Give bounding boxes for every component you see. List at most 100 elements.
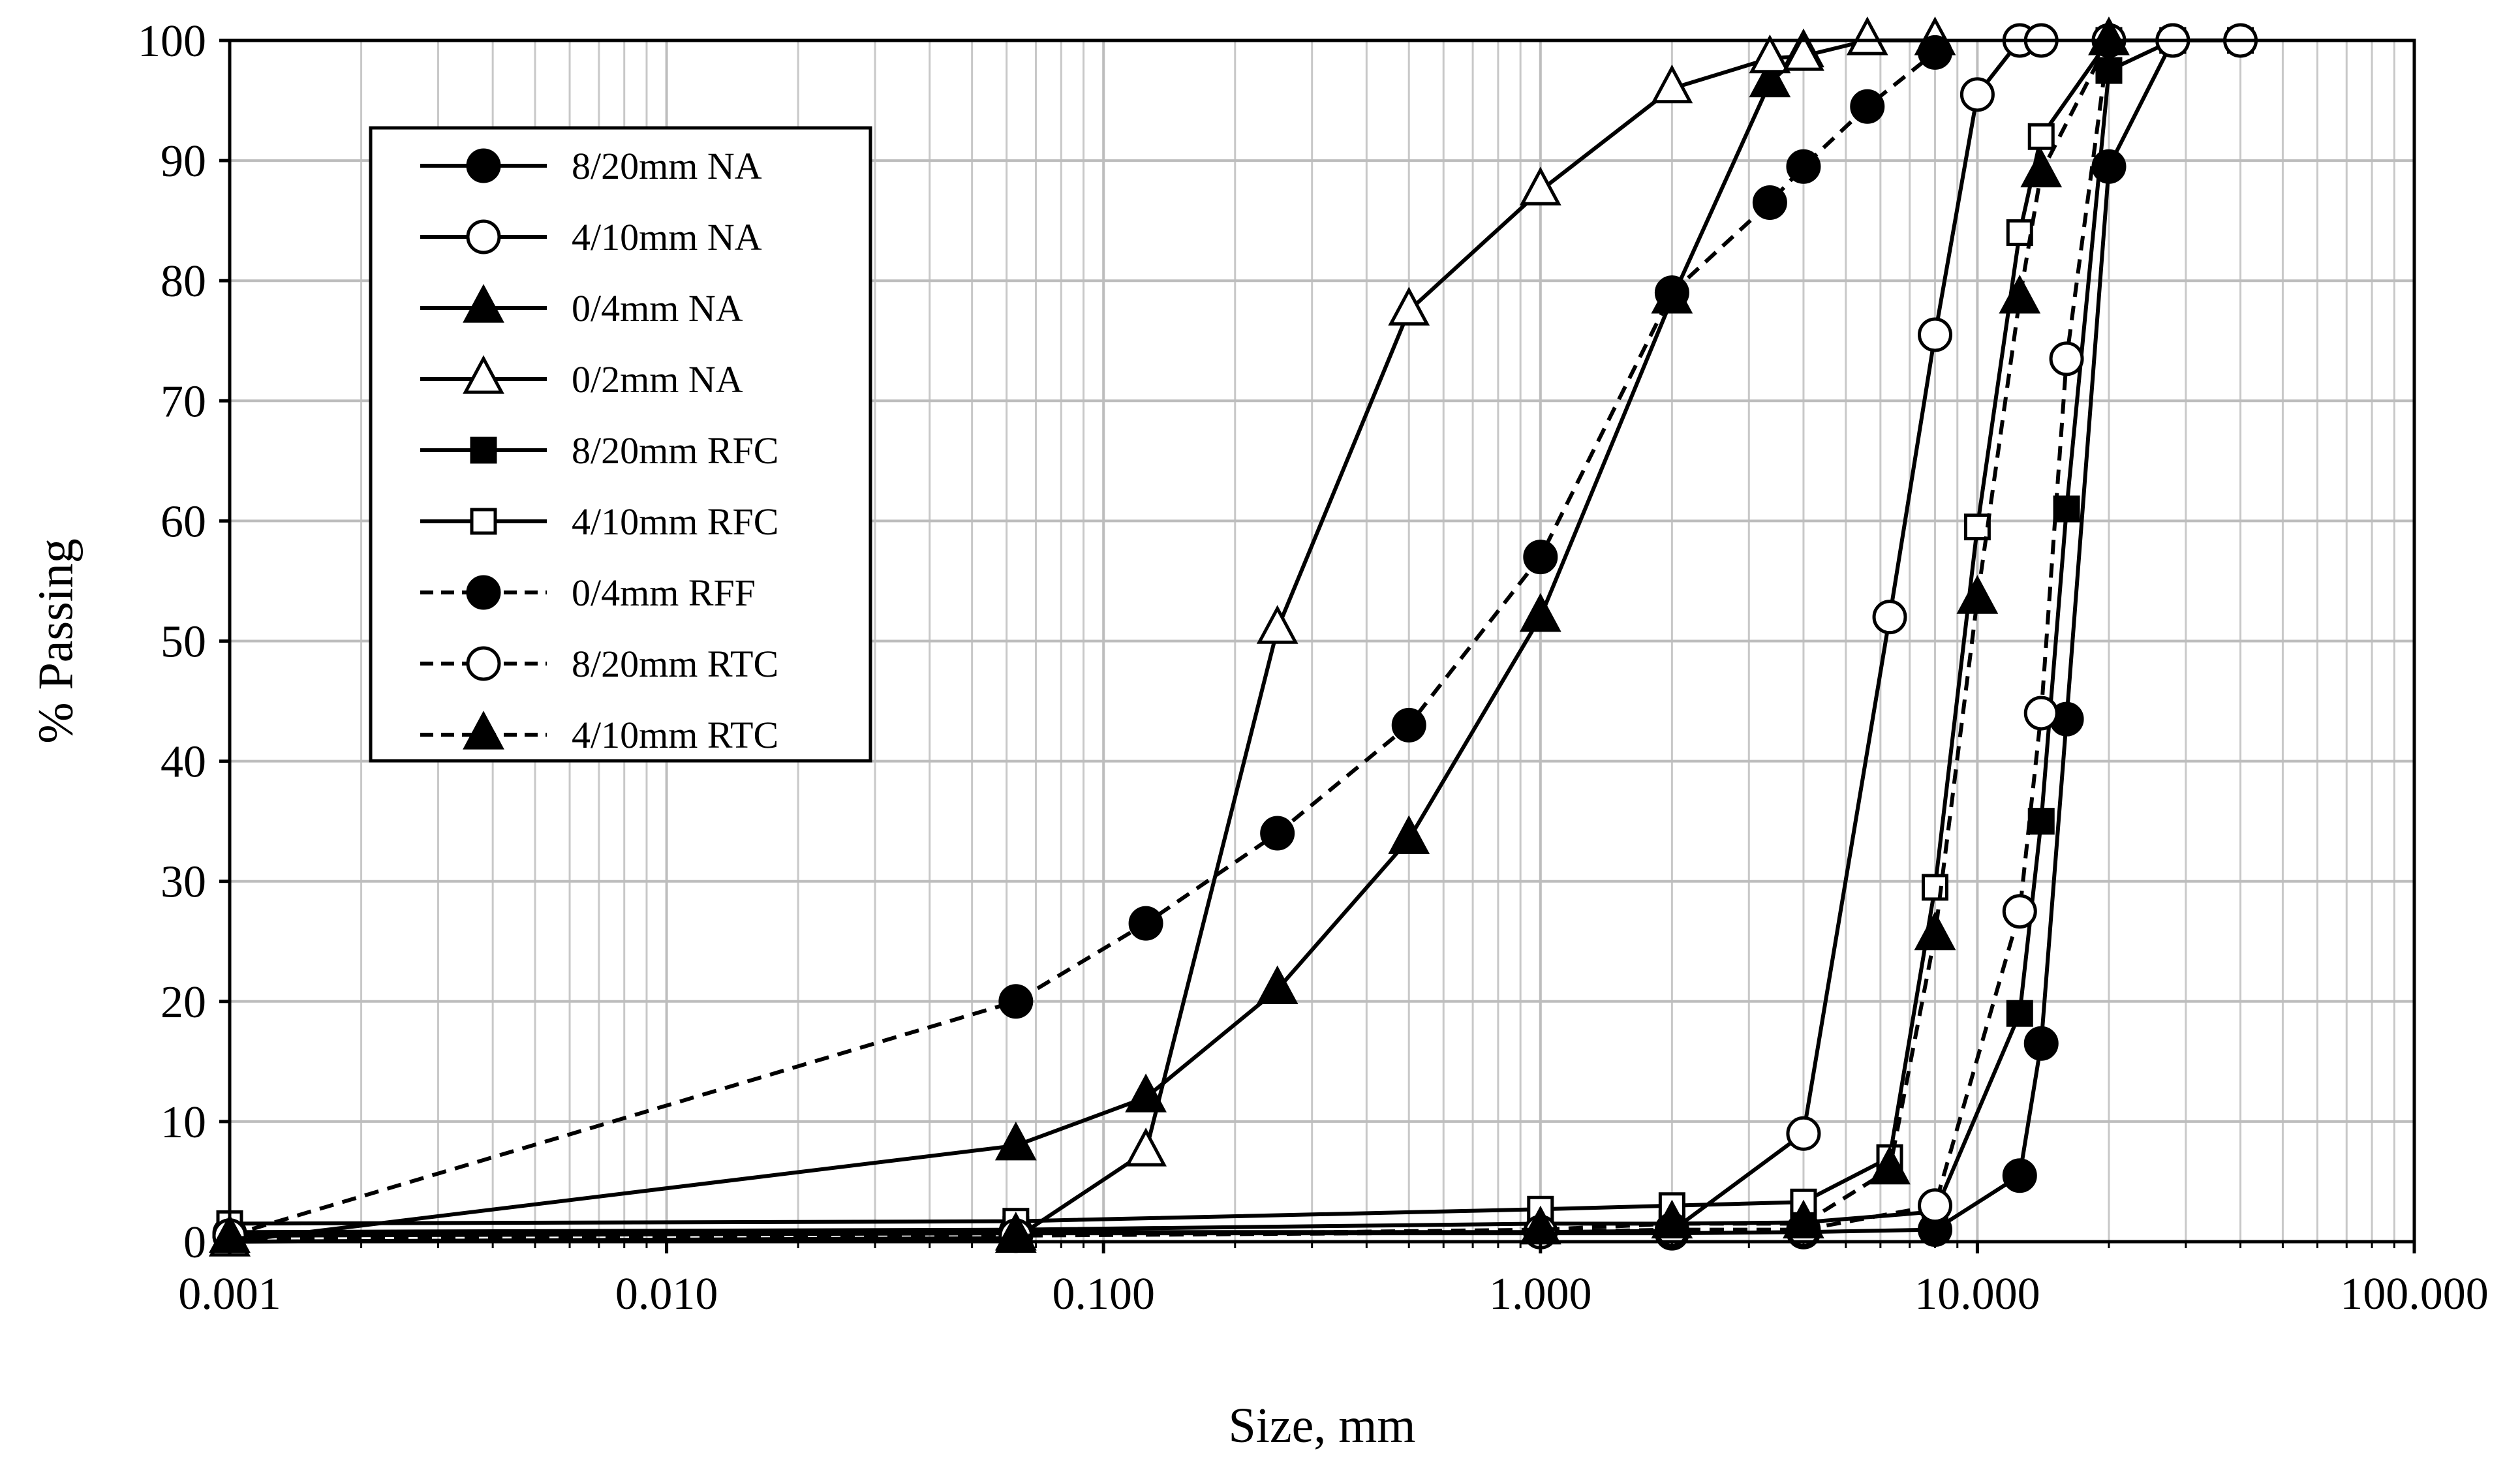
data-point	[1260, 816, 1295, 851]
x-tick-label: 0.010	[615, 1269, 718, 1319]
data-point	[1749, 34, 1791, 74]
data-point	[1850, 89, 1885, 124]
y-tick-label: 60	[161, 497, 206, 547]
data-point	[2088, 16, 2130, 55]
data-point	[1651, 64, 1693, 104]
data-point	[1786, 149, 1821, 184]
data-point	[1391, 707, 1426, 743]
legend-label: 0/4mm RFF	[572, 572, 756, 614]
y-axis-title: % Passing	[29, 538, 84, 744]
data-point	[2023, 696, 2059, 731]
legend-entry: 4/10mm RFC	[420, 500, 778, 543]
data-point	[1256, 965, 1298, 1005]
legend-marker	[470, 508, 497, 535]
data-point	[1914, 911, 1956, 951]
legend-marker	[466, 575, 501, 610]
data-point	[2002, 1158, 2037, 1193]
data-point	[1918, 35, 1953, 70]
y-tick-label: 50	[161, 617, 206, 667]
y-tick-label: 0	[183, 1218, 206, 1268]
legend-marker	[466, 219, 501, 254]
data-point	[1963, 514, 1991, 541]
data-point	[1388, 286, 1430, 326]
data-point	[1388, 815, 1430, 854]
legend-label: 0/4mm NA	[572, 287, 743, 330]
data-point	[1783, 32, 1824, 71]
data-point	[1125, 1127, 1167, 1167]
data-point	[2006, 219, 2033, 247]
y-tick-label: 100	[138, 16, 206, 67]
data-point	[2020, 148, 2063, 188]
data-point	[2053, 495, 2080, 523]
data-point	[1256, 605, 1298, 644]
x-tick-label: 1.000	[1489, 1269, 1592, 1319]
legend-label: 4/10mm RFC	[572, 500, 778, 543]
legend-label: 8/20mm RFC	[572, 429, 778, 472]
legend: 8/20mm NA 4/10mm NA 0/4mm NA 0/2mm NA 8/20mm…	[369, 126, 872, 763]
data-point	[998, 984, 1034, 1019]
data-point	[2002, 894, 2037, 929]
data-point	[1846, 16, 1888, 55]
data-point	[1959, 77, 1995, 112]
legend-label: 4/10mm NA	[572, 216, 762, 258]
legend-label: 4/10mm RTC	[572, 714, 778, 756]
legend-entry: 4/10mm NA	[420, 216, 762, 258]
data-point	[1918, 317, 1953, 352]
data-point	[1783, 1199, 1824, 1239]
data-point	[2006, 1000, 2033, 1027]
legend-entry: 0/4mm RFF	[420, 572, 756, 614]
legend-marker	[466, 646, 501, 681]
legend-entry: 8/20mm NA	[420, 145, 762, 187]
data-point	[1752, 185, 1787, 221]
legend-label: 8/20mm NA	[572, 145, 762, 187]
data-point	[1869, 1145, 1911, 1185]
y-tick-label: 80	[161, 256, 206, 307]
legend-marker	[463, 711, 504, 750]
data-point	[1519, 592, 1561, 632]
data-point	[1654, 275, 1689, 311]
legend-marker	[463, 355, 504, 394]
legend-entry: 4/10mm RTC	[420, 711, 778, 756]
legend-entry: 8/20mm RTC	[420, 643, 778, 685]
data-point	[1956, 575, 1999, 614]
data-point	[2095, 57, 2123, 84]
y-tick-label: 30	[161, 857, 206, 908]
data-point	[2023, 1026, 2059, 1061]
x-tick-label: 0.100	[1052, 1269, 1155, 1319]
legend-marker	[470, 437, 497, 464]
data-point	[1918, 1188, 1953, 1223]
y-tick-label: 90	[161, 136, 206, 187]
x-tick-label: 100.000	[2340, 1269, 2489, 1319]
data-point	[2027, 123, 2055, 150]
data-point	[1651, 1199, 1693, 1239]
legend-marker	[463, 284, 504, 323]
data-point	[1128, 906, 1163, 941]
data-point	[1519, 166, 1561, 206]
data-point	[1872, 600, 1907, 635]
y-tick-label: 10	[161, 1097, 206, 1148]
x-axis-title: Size, mm	[1228, 1398, 1415, 1453]
legend-entry: 8/20mm RFC	[420, 429, 778, 472]
data-point	[1922, 874, 1949, 901]
y-tick-label: 70	[161, 376, 206, 427]
y-tick-label: 40	[161, 737, 206, 788]
x-tick-label: 10.000	[1914, 1269, 2040, 1319]
y-tick-label: 20	[161, 977, 206, 1028]
legend-marker	[466, 148, 501, 183]
data-point	[994, 1121, 1037, 1161]
legend-entry: 0/4mm NA	[420, 284, 743, 330]
legend-entry: 0/2mm NA	[420, 355, 743, 401]
data-point	[1523, 540, 1558, 575]
legend-label: 0/2mm NA	[572, 358, 743, 401]
series-line	[229, 38, 2042, 1236]
data-point	[1125, 1073, 1167, 1112]
data-point	[1749, 58, 1791, 98]
legend-label: 8/20mm RTC	[572, 643, 778, 685]
legend-box	[369, 126, 872, 763]
data-point	[1999, 275, 2041, 314]
data-point	[2027, 808, 2055, 835]
axis-ticks: 0.001 0.010 0.100 1.000 10.000 100.000 0 10 20 30…	[138, 16, 2489, 1319]
x-tick-label: 0.001	[178, 1269, 281, 1319]
data-point	[2049, 341, 2084, 376]
